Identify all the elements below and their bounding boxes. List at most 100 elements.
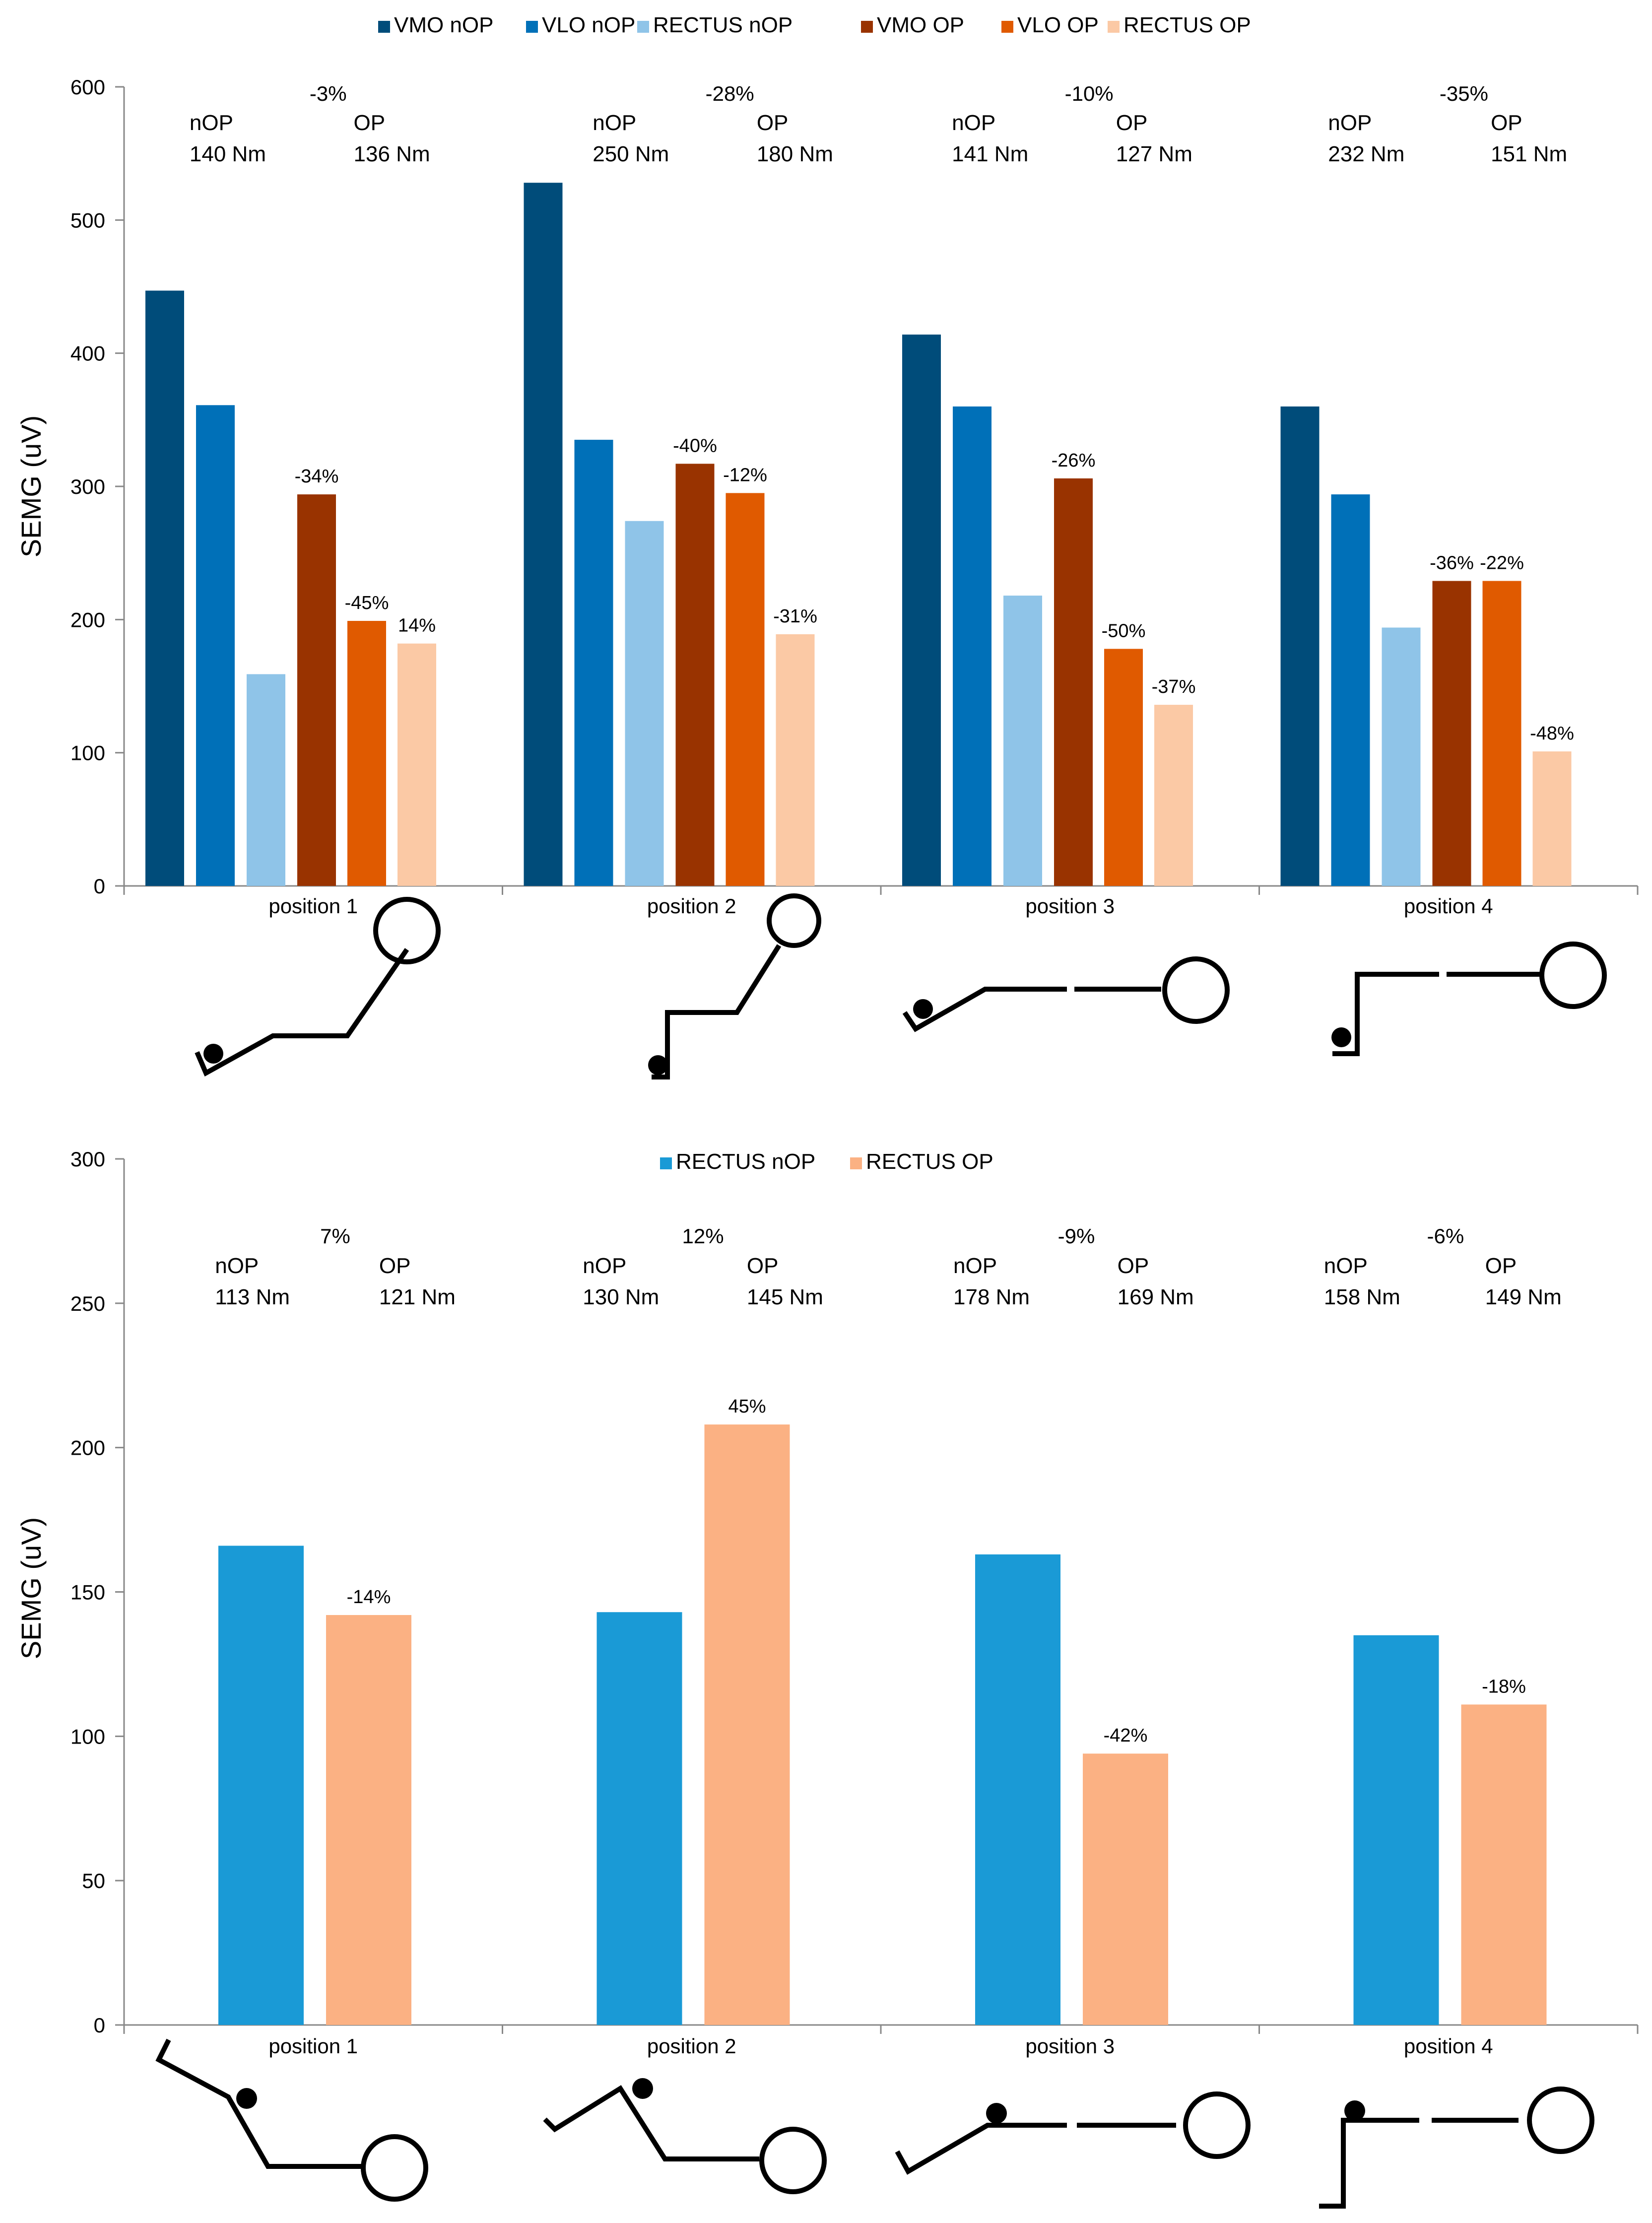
torque-change-label: 12% [682,1224,724,1248]
y-tick-label: 400 [70,342,105,365]
torque-nop-value: 141 Nm [952,142,1028,166]
torque-op-label: OP [1491,111,1522,135]
bar-data-label: -40% [673,435,717,456]
y-axis-title: SEMG (uV) [15,1517,47,1659]
bar-vmo-op [675,464,715,886]
posture-icons-bottom [155,2038,1594,2209]
bar-data-label: -18% [1482,1676,1526,1697]
y-tick-label: 0 [94,875,105,898]
bar-data-label: -36% [1430,553,1474,574]
bar-rectus-op [326,1615,411,2025]
torque-change-label: -3% [310,82,347,105]
bar-vmo-op [1054,478,1093,886]
posture-icon-position-4 [1331,942,1607,1056]
bar-vlo-nop [196,405,235,886]
posture-icon-position-2 [543,2078,827,2194]
bar-rectus-op [776,634,815,886]
posture-icon-position-4 [1319,2087,1594,2209]
bar-rectus-nop [1382,627,1421,886]
y-tick-label: 0 [94,2014,105,2037]
chart-top: 0 100 200 300 400 500 600 SEMG (uV) position 1 po… [15,13,1639,918]
x-tick-label: position 4 [1404,2034,1493,2058]
bar-vlo-op [726,493,765,886]
torque-nop-label: nOP [1328,111,1372,135]
torque-nop-label: nOP [593,111,636,135]
bar-vlo-op [1482,581,1521,886]
torque-nop-value: 232 Nm [1328,142,1404,166]
legend-swatch [378,21,390,33]
bar-vlo-nop [574,440,613,886]
legend-entry: RECTUS OP [1123,13,1251,37]
bar-vlo-op [347,621,386,886]
bar-vlo-nop [953,406,991,886]
torque-op-value: 169 Nm [1118,1285,1194,1309]
posture-icon-position-2 [648,893,821,1079]
torque-op-label: OP [1485,1254,1517,1278]
bar-data-label: -42% [1104,1725,1148,1746]
bar-rectus-nop [218,1546,304,2025]
x-tick-label: position 1 [268,894,358,918]
legend-entry: RECTUS nOP [653,13,793,37]
legend-entry: VMO OP [877,13,964,37]
torque-nop-label: nOP [190,111,233,135]
torque-nop-label: nOP [1324,1254,1368,1278]
x-tick-label: position 3 [1025,894,1115,918]
bar-rectus-op [1154,705,1193,886]
chart-bottom: 0 50 100 150 200 250 300 SEMG (uV) position 1 pos… [15,1147,1639,2058]
bar-data-label: -50% [1102,620,1146,641]
torque-nop-label: nOP [953,1254,997,1278]
legend-swatch [861,21,873,33]
torque-op-label: OP [757,111,789,135]
bar-data-label: -26% [1052,450,1096,471]
posture-icon-position-3 [895,2091,1251,2175]
torque-op-value: 136 Nm [354,142,430,166]
torque-op-label: OP [747,1254,779,1278]
bar-data-label: -14% [347,1587,391,1608]
bar-data-label: 45% [728,1396,766,1417]
bar-rectus-op [1532,751,1572,886]
torque-nop-label: nOP [583,1254,626,1278]
bar-rectus-nop [247,674,285,886]
torque-nop-value: 178 Nm [953,1285,1030,1309]
bar-rectus-nop [1353,1635,1439,2025]
torque-nop-label: nOP [952,111,995,135]
torque-op-label: OP [379,1254,411,1278]
bar-rectus-op [1461,1704,1547,2025]
bar-vmo-nop [1280,406,1320,886]
x-tick-label: position 4 [1404,894,1493,918]
torque-op-label: OP [354,111,386,135]
bar-data-label: -22% [1480,553,1524,574]
legend-entry: VLO nOP [542,13,635,37]
torque-op-value: 149 Nm [1485,1285,1562,1309]
y-axis-title: SEMG (uV) [15,415,47,557]
x-tick-label: position 3 [1025,2034,1115,2058]
torque-op-value: 121 Nm [379,1285,456,1309]
y-tick-label: 250 [70,1292,105,1315]
torque-change-label: -28% [706,82,754,105]
legend-entry: VMO nOP [394,13,494,37]
legend-swatch [1001,21,1013,33]
bar-vmo-nop [524,183,563,886]
torque-op-value: 151 Nm [1491,142,1567,166]
legend-swatch [526,21,538,33]
torque-op-value: 180 Nm [757,142,833,166]
legend-swatch [1108,21,1120,33]
bar-data-label: -34% [295,466,339,487]
legend-swatch [637,21,649,33]
torque-change-label: -35% [1440,82,1488,105]
bar-rectus-nop [596,1612,682,2025]
y-tick-label: 100 [70,741,105,765]
torque-nop-value: 113 Nm [215,1285,290,1309]
bar-rectus-op [1083,1753,1168,2025]
torque-nop-label: nOP [215,1254,259,1278]
torque-op-value: 127 Nm [1116,142,1192,166]
bar-vmo-nop [902,335,941,886]
y-tick-label: 100 [70,1725,105,1748]
bar-data-label: -12% [723,465,767,485]
bar-rectus-op [397,643,436,886]
posture-icon-position-1 [155,2038,428,2202]
torque-nop-value: 250 Nm [593,142,669,166]
torque-nop-value: 130 Nm [583,1285,659,1309]
